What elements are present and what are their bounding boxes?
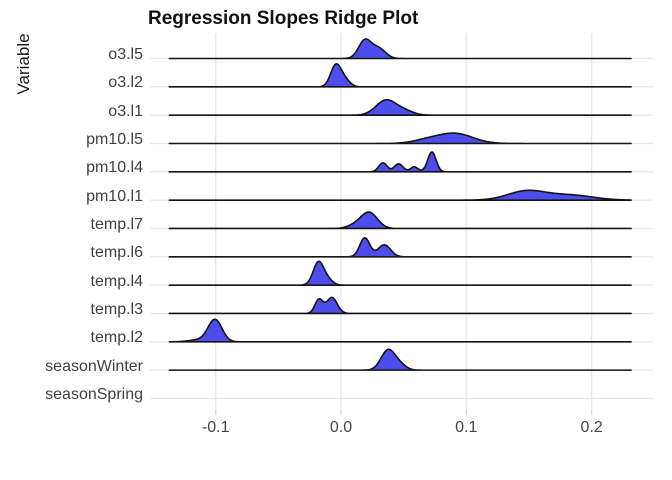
y-tick-label: temp.l7 bbox=[90, 215, 143, 233]
ridge-density-seasonWinter bbox=[168, 348, 632, 371]
ridge-density-temp.l2 bbox=[168, 318, 632, 343]
y-tick-label: pm10.l5 bbox=[86, 130, 143, 148]
y-tick-label: temp.l6 bbox=[90, 244, 143, 262]
x-tick-label: -0.1 bbox=[201, 419, 230, 436]
ridge-density-temp.l7 bbox=[168, 211, 632, 230]
y-tick-label: temp.l3 bbox=[90, 300, 143, 318]
x-tick-label: 0.1 bbox=[455, 419, 478, 436]
y-tick-label: seasonSpring bbox=[45, 385, 143, 403]
ridge-density-pm10.l5 bbox=[168, 132, 632, 145]
y-tick-label: o3.l2 bbox=[108, 74, 143, 92]
x-tick-label: 0.2 bbox=[580, 419, 603, 436]
y-tick-label: pm10.l1 bbox=[86, 187, 143, 205]
ridge-density-o3.l2 bbox=[168, 62, 632, 88]
ridge-density-temp.l6 bbox=[168, 236, 632, 258]
y-tick-label: temp.l2 bbox=[90, 329, 143, 347]
ridge-density-o3.l1 bbox=[168, 98, 632, 116]
chart-title: Regression Slopes Ridge Plot bbox=[148, 8, 419, 29]
y-tick-label: pm10.l4 bbox=[86, 159, 143, 177]
ridge-density-o3.l5 bbox=[168, 38, 632, 60]
ridge-density-pm10.l4 bbox=[168, 151, 632, 173]
y-tick-label: o3.l5 bbox=[108, 46, 143, 63]
y-tick-label: o3.l1 bbox=[108, 102, 143, 120]
ridge-density-temp.l3 bbox=[168, 296, 632, 315]
x-tick-label: 0.0 bbox=[329, 419, 353, 436]
ridge-density-pm10.l1 bbox=[168, 189, 632, 201]
y-tick-label: seasonWinter bbox=[45, 357, 143, 375]
ridge-density-temp.l4 bbox=[168, 260, 632, 286]
y-tick-label: temp.l4 bbox=[90, 272, 143, 290]
